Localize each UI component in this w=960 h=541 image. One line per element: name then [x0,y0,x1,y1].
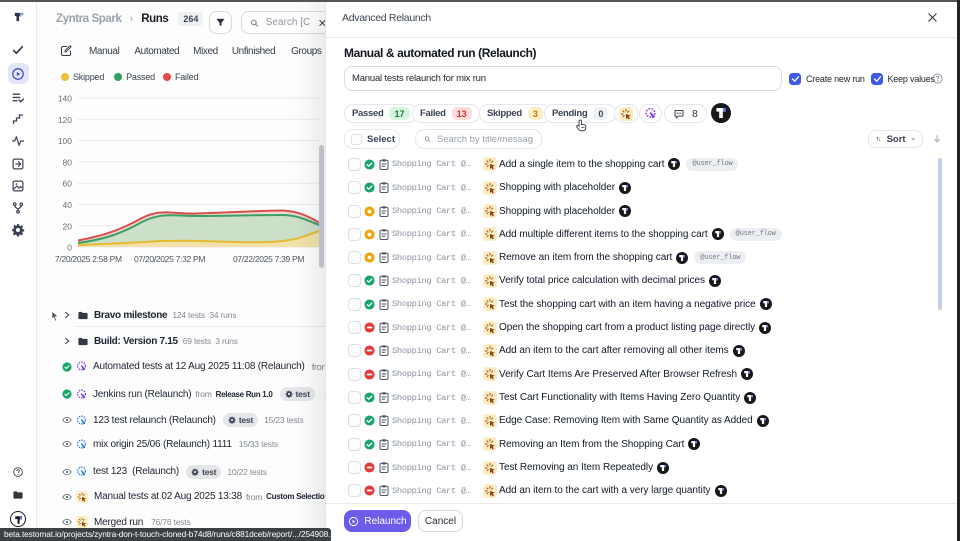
svg-text:07/20/2025 7:32 PM: 07/20/2025 7:32 PM [134,254,205,264]
svg-text:20: 20 [63,221,73,231]
svg-text:120: 120 [58,115,72,125]
svg-text:80: 80 [63,157,73,167]
svg-text:100: 100 [58,136,72,146]
svg-text:40: 40 [63,200,73,210]
svg-text:140: 140 [58,94,72,104]
svg-text:07/22/2025 7:39 PM: 07/22/2025 7:39 PM [233,254,304,264]
svg-text:60: 60 [63,179,73,189]
svg-text:0: 0 [67,243,72,253]
svg-text:7/20/2025 2:58 PM: 7/20/2025 2:58 PM [55,254,122,264]
